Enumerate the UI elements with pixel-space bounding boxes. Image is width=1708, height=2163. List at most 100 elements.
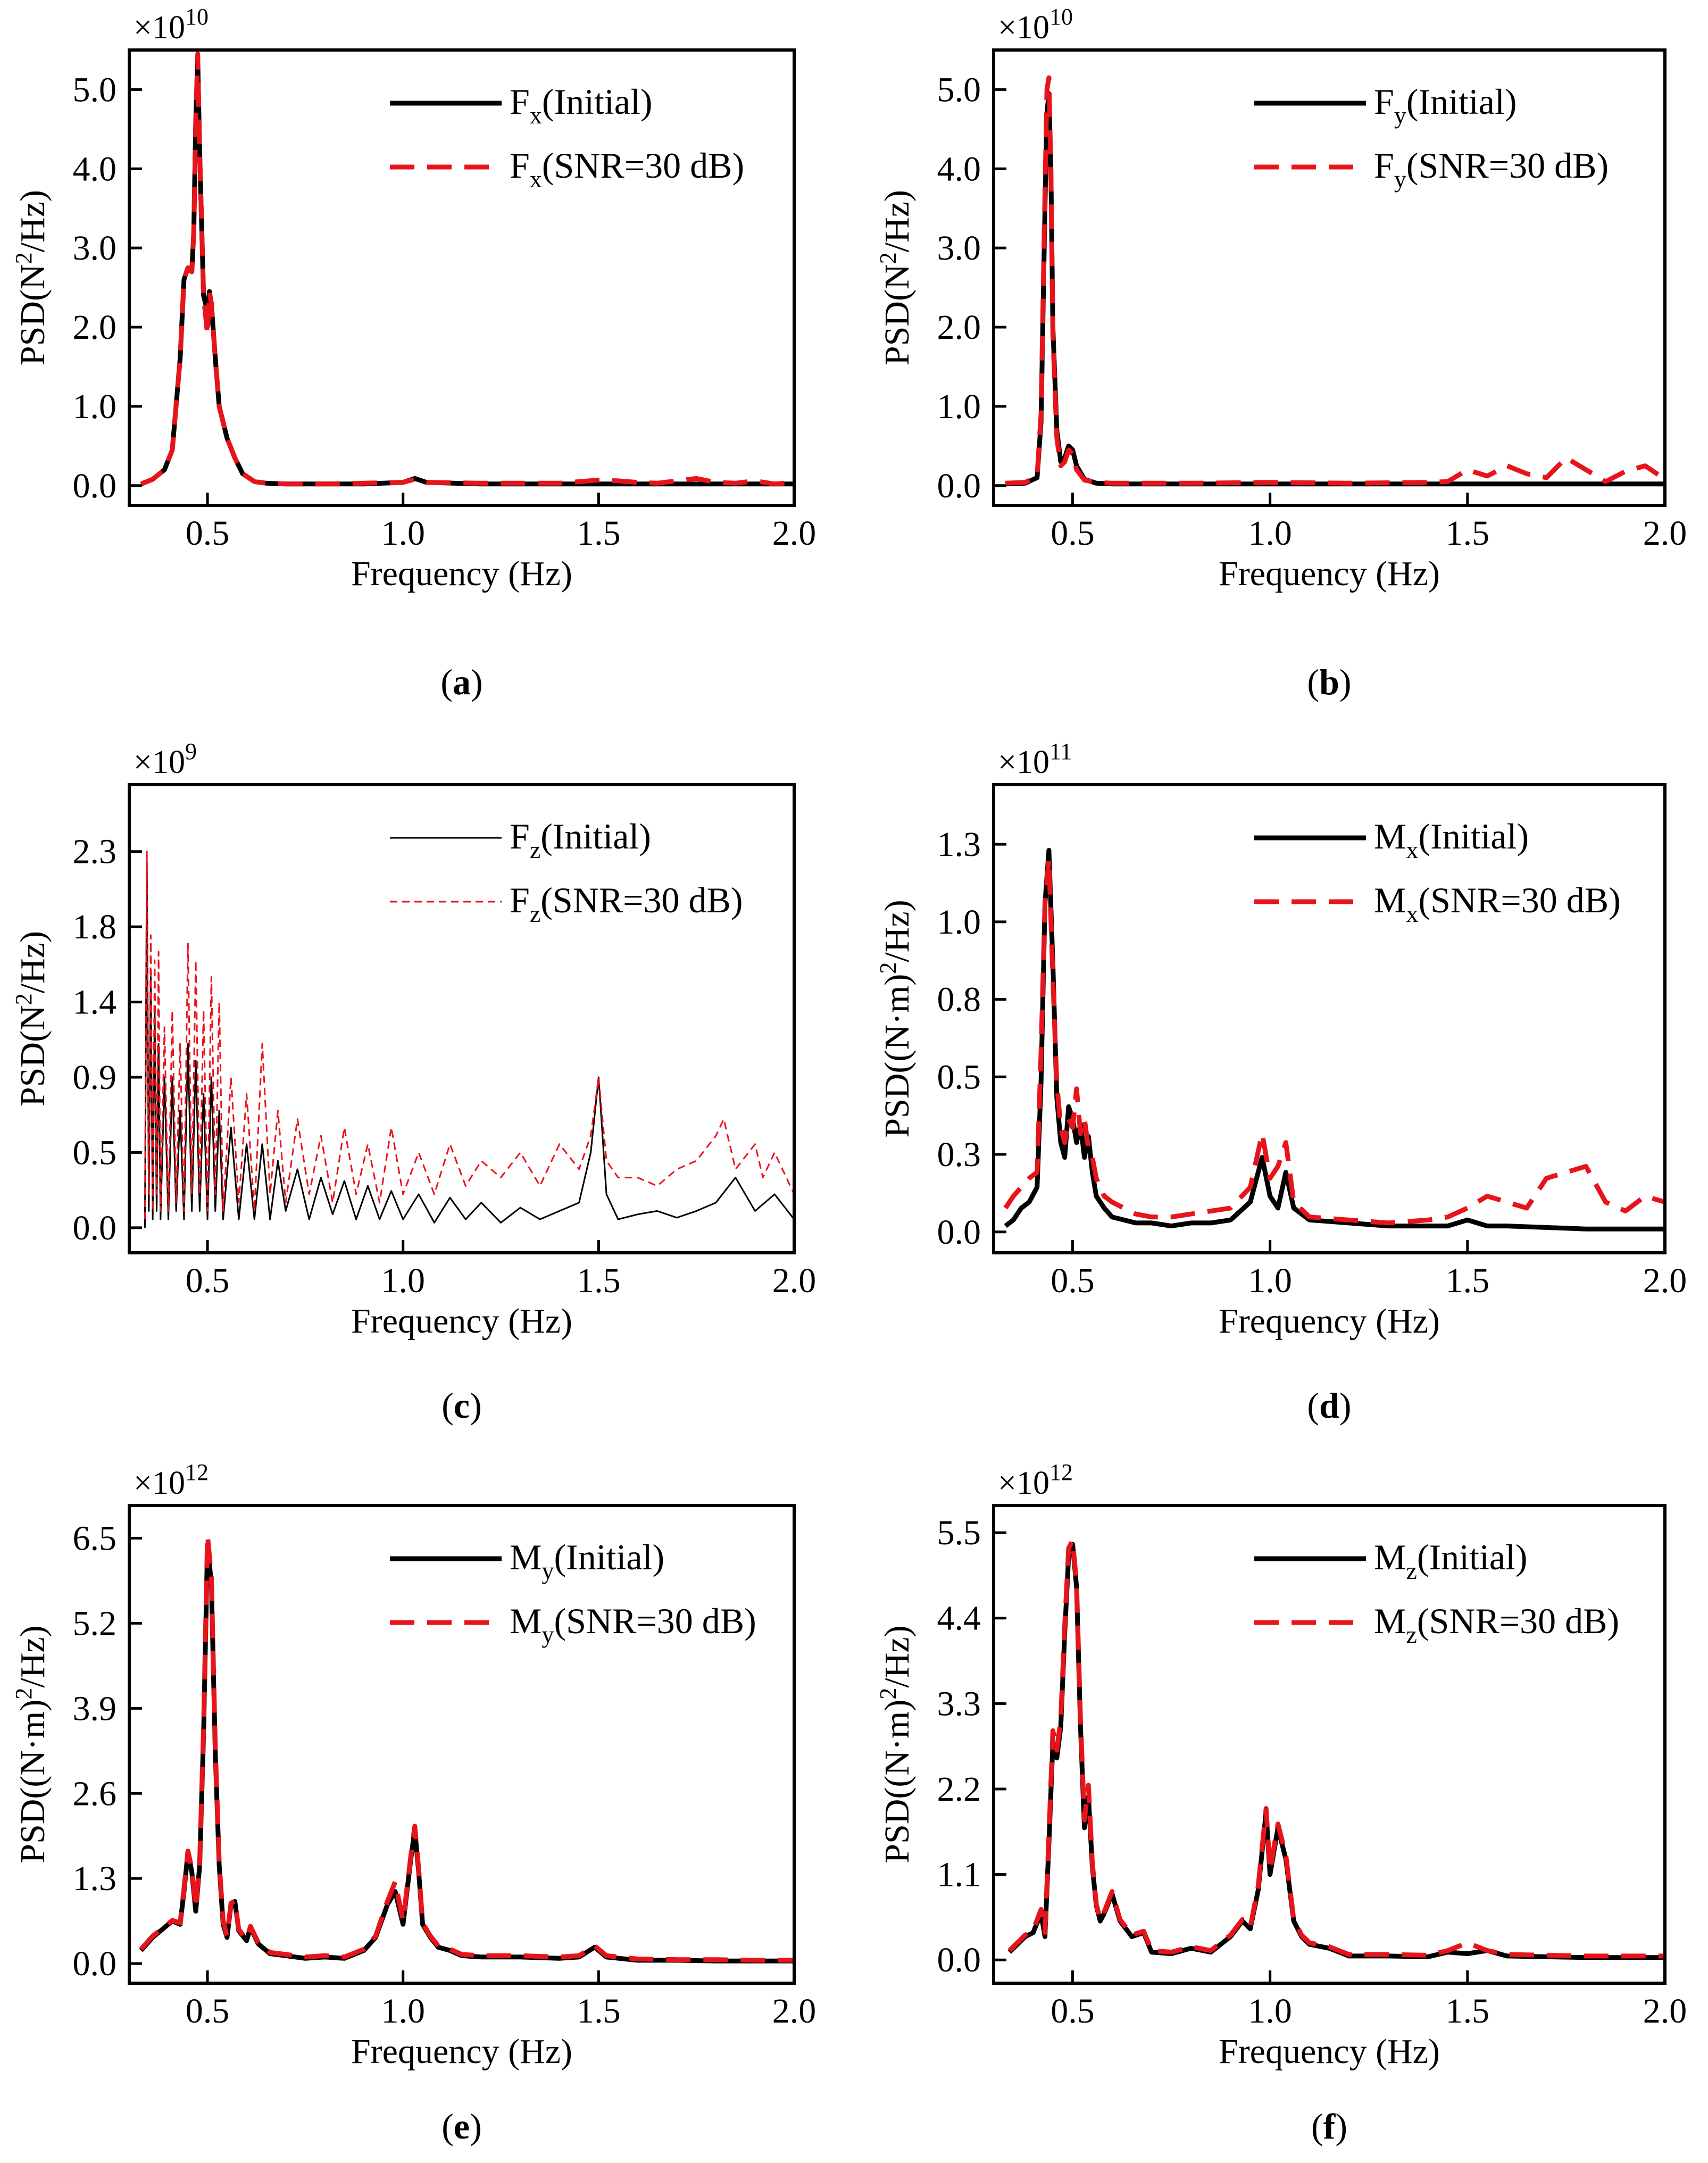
y-label-main: PSD(N (13, 1005, 52, 1107)
panel-e: 0.5 1.0 1.5 2.0 0.0 1.3 2.6 3.9 5.2 6.5 ×1012 Frequ… (11, 1459, 816, 2147)
y-tick-label: 0.0 (73, 1944, 117, 1983)
y-tick-label: 3.0 (73, 229, 117, 268)
y-tick-label: 1.0 (73, 387, 117, 426)
x-tick-label: 1.5 (577, 1992, 621, 2031)
y-tick-label: 4.0 (937, 149, 981, 188)
legend-subscript: x (1406, 836, 1418, 863)
caption-close: ) (470, 2106, 482, 2147)
y-tick-label: 5.2 (73, 1604, 117, 1643)
y-tick-label: 4.0 (73, 149, 117, 188)
legend-entry: Fy(SNR=30 dB) (1374, 145, 1609, 193)
y-label-superscript: 2 (875, 962, 901, 974)
legend-label: (SNR=30 dB) (540, 880, 743, 920)
caption-open: ( (440, 662, 453, 702)
legend-entry: Mx(Initial) (1374, 816, 1529, 863)
y-tick-label: 2.2 (937, 1770, 981, 1809)
series-line-snr (1005, 75, 1665, 486)
x-tick-label: 1.0 (381, 1992, 425, 2031)
x-axis-label: Frequency (Hz) (1219, 1302, 1440, 1341)
legend-subscript: x (1406, 900, 1418, 927)
caption-close: ) (470, 1385, 482, 1426)
multiplier-exponent: 10 (1049, 4, 1073, 30)
legend-symbol: M (510, 1601, 541, 1641)
multiplier-exponent: 12 (185, 1459, 209, 1485)
plot-frame (992, 48, 1667, 507)
y-label-main: PSD((N·m) (878, 974, 917, 1138)
legend-label: (SNR=30 dB) (1418, 880, 1620, 920)
caption-open: ( (441, 2106, 454, 2147)
y-label-main: PSD(N (878, 264, 917, 365)
legend-symbol: M (1374, 880, 1406, 920)
x-tick-label: 2.0 (1643, 1261, 1687, 1300)
caption-label: a (453, 662, 471, 702)
x-tick-label: 1.0 (1248, 1992, 1292, 2031)
x-tick-label: 2.0 (1643, 514, 1687, 553)
panel-caption: (b) (1307, 662, 1351, 702)
legend-symbol: M (1374, 1537, 1406, 1577)
caption-label: c (454, 1385, 470, 1426)
caption-open: ( (1307, 1385, 1319, 1426)
legend-label: (Initial) (1418, 816, 1529, 856)
legend-symbol: F (1374, 81, 1394, 122)
series-line-snr (1007, 1538, 1665, 1959)
series-line-initial (140, 55, 794, 487)
x-tick-label: 1.0 (381, 514, 425, 553)
legend-entry: Fz(SNR=30 dB) (510, 880, 743, 927)
y-label-main: PSD(N (13, 264, 52, 365)
multiplier-base: ×10 (134, 10, 185, 46)
x-tick-label: 0.5 (186, 514, 230, 553)
y-label-main: PSD((N·m) (13, 1700, 52, 1863)
y-axis-label: PSD(N2/Hz) (875, 190, 917, 365)
legend-subscript: x (530, 165, 542, 193)
y-label-superscript: 2 (875, 252, 901, 264)
legend-label: (SNR=30 dB) (1406, 145, 1609, 186)
panel-d: 0.5 1.0 1.5 2.0 0.0 0.3 0.5 0.8 1.0 1.3 ×1011 Frequ… (875, 738, 1687, 1426)
axis-multiplier: ×1010 (134, 4, 209, 46)
legend-subscript: y (541, 1557, 554, 1584)
multiplier-base: ×10 (998, 10, 1049, 46)
y-tick-label: 5.5 (937, 1513, 981, 1552)
x-tick-label: 1.5 (577, 514, 621, 553)
panel-c: 0.5 1.0 1.5 2.0 0.0 0.5 0.9 1.4 1.8 2.3 ×109 Freque… (11, 738, 816, 1426)
y-label-main: PSD((N·m) (878, 1700, 917, 1863)
axis-multiplier: ×1011 (998, 738, 1072, 780)
y-tick-label: 4.4 (937, 1599, 981, 1638)
y-tick-label: 0.8 (937, 980, 981, 1019)
y-tick-label: 0.5 (73, 1133, 117, 1172)
legend-entry: Fy(Initial) (1374, 81, 1517, 129)
panel-f: 0.5 1.0 1.5 2.0 0.0 1.1 2.2 3.3 4.4 5.5 ×1012 Frequ… (875, 1459, 1687, 2147)
x-tick-label: 1.0 (1248, 1261, 1292, 1300)
caption-label: b (1319, 662, 1339, 702)
y-tick-label: 2.6 (73, 1774, 117, 1813)
series-line-snr (139, 1532, 794, 1963)
y-tick-label: 1.0 (937, 903, 981, 942)
legend-subscript: y (1394, 165, 1406, 193)
x-tick-label: 0.5 (1051, 514, 1095, 553)
caption-close: ) (1335, 2106, 1347, 2147)
plot-frame (992, 783, 1667, 1254)
caption-label: f (1323, 2106, 1336, 2147)
x-tick-label: 2.0 (772, 514, 816, 553)
legend-subscript: x (530, 102, 542, 129)
legend-symbol: F (510, 145, 530, 186)
multiplier-base: ×10 (998, 1465, 1049, 1501)
y-tick-label: 3.3 (937, 1684, 981, 1723)
axis-multiplier: ×1010 (998, 4, 1073, 46)
x-tick-label: 2.0 (1643, 1992, 1687, 2031)
x-tick-label: 1.5 (1446, 1992, 1490, 2031)
y-tick-label: 1.4 (73, 983, 117, 1022)
x-axis-label: Frequency (Hz) (351, 554, 572, 593)
multiplier-exponent: 11 (1049, 738, 1072, 764)
y-label-superscript: 2 (11, 252, 37, 264)
series-line-snr (144, 851, 794, 1220)
legend-symbol: M (1374, 816, 1406, 856)
y-label-tail: /Hz) (878, 900, 917, 962)
y-tick-label: 0.0 (73, 467, 117, 505)
legend-subscript: z (1406, 1557, 1417, 1584)
caption-open: ( (1307, 662, 1319, 702)
legend-symbol: F (510, 81, 530, 122)
y-tick-label: 2.0 (73, 308, 117, 347)
y-tick-label: 0.0 (937, 467, 981, 505)
x-axis-label: Frequency (Hz) (351, 2032, 572, 2071)
x-tick-label: 1.5 (1446, 1261, 1490, 1300)
